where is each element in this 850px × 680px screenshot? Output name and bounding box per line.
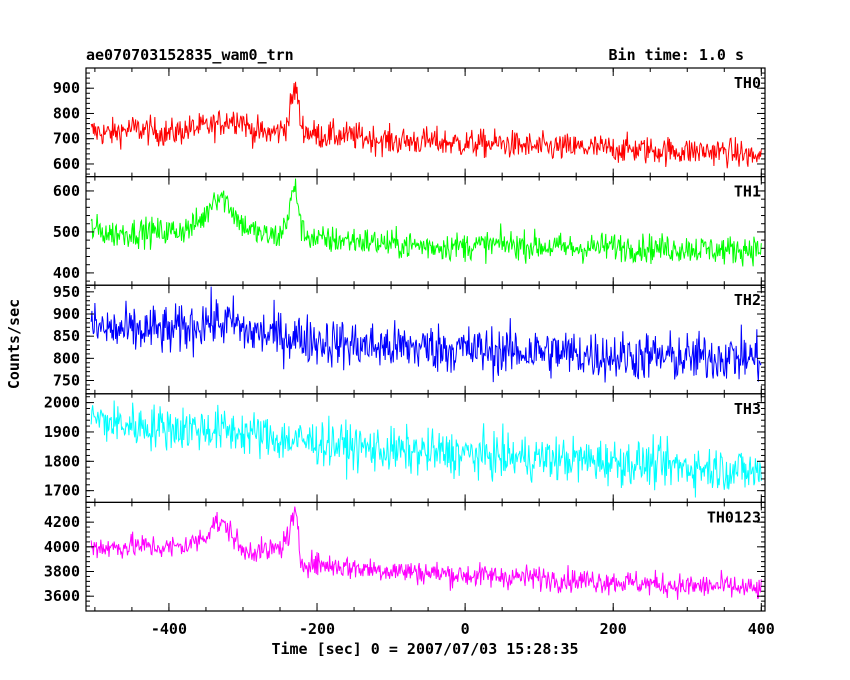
series-line-th3 — [90, 400, 762, 498]
y-tick-label: 600 — [53, 155, 80, 173]
y-tick-label: 4000 — [44, 538, 80, 556]
series-line-th0 — [90, 81, 762, 169]
y-tick-label: 800 — [53, 104, 80, 122]
y-tick-label: 900 — [53, 305, 80, 323]
panel-label-th3: TH3 — [734, 400, 761, 418]
x-tick-label: 200 — [600, 620, 627, 638]
panel-frame-th3 — [85, 393, 766, 503]
panel-frame-th0123 — [85, 501, 766, 612]
x-tick-label: -400 — [151, 620, 187, 638]
y-tick-label: 1700 — [44, 482, 80, 500]
panel-label-th2: TH2 — [734, 291, 761, 309]
y-tick-label: 4200 — [44, 513, 80, 531]
panel-label-th0123: TH0123 — [707, 508, 761, 526]
panels-group: 600 700 800 900 TH0 400 500 600 TH1 750 800 850 900 9… — [44, 67, 775, 638]
y-axis-label: Counts/sec — [5, 299, 23, 389]
series-line-th1 — [90, 178, 762, 267]
y-tick-label: 700 — [53, 130, 80, 148]
y-tick-label: 900 — [53, 79, 80, 97]
chart-title-left: ae070703152835_wam0_trn — [86, 46, 294, 64]
y-tick-label: 2000 — [44, 394, 80, 412]
y-tick-label: 850 — [53, 327, 80, 345]
panel-frame-th1 — [85, 176, 766, 286]
y-tick-label: 750 — [53, 372, 80, 390]
x-tick-label: 400 — [748, 620, 775, 638]
y-tick-label: 500 — [53, 223, 80, 241]
series-line-th0123 — [90, 506, 762, 600]
y-tick-label: 3600 — [44, 587, 80, 605]
y-tick-label: 950 — [53, 283, 80, 301]
x-axis-label: Time [sec] 0 = 2007/07/03 15:28:35 — [271, 640, 578, 658]
chart-title-right: Bin time: 1.0 s — [609, 46, 744, 64]
x-tick-label: -200 — [299, 620, 335, 638]
y-tick-label: 1900 — [44, 423, 80, 441]
y-tick-label: 600 — [53, 182, 80, 200]
y-tick-label: 400 — [53, 264, 80, 282]
panel-label-th0: TH0 — [734, 74, 761, 92]
y-tick-label: 1800 — [44, 452, 80, 470]
series-line-th2 — [90, 286, 762, 383]
panel-label-th1: TH1 — [734, 183, 761, 201]
x-tick-label: 0 — [461, 620, 470, 638]
y-tick-label: 800 — [53, 349, 80, 367]
panel-frame-th0 — [85, 67, 766, 178]
y-tick-label: 3800 — [44, 563, 80, 581]
